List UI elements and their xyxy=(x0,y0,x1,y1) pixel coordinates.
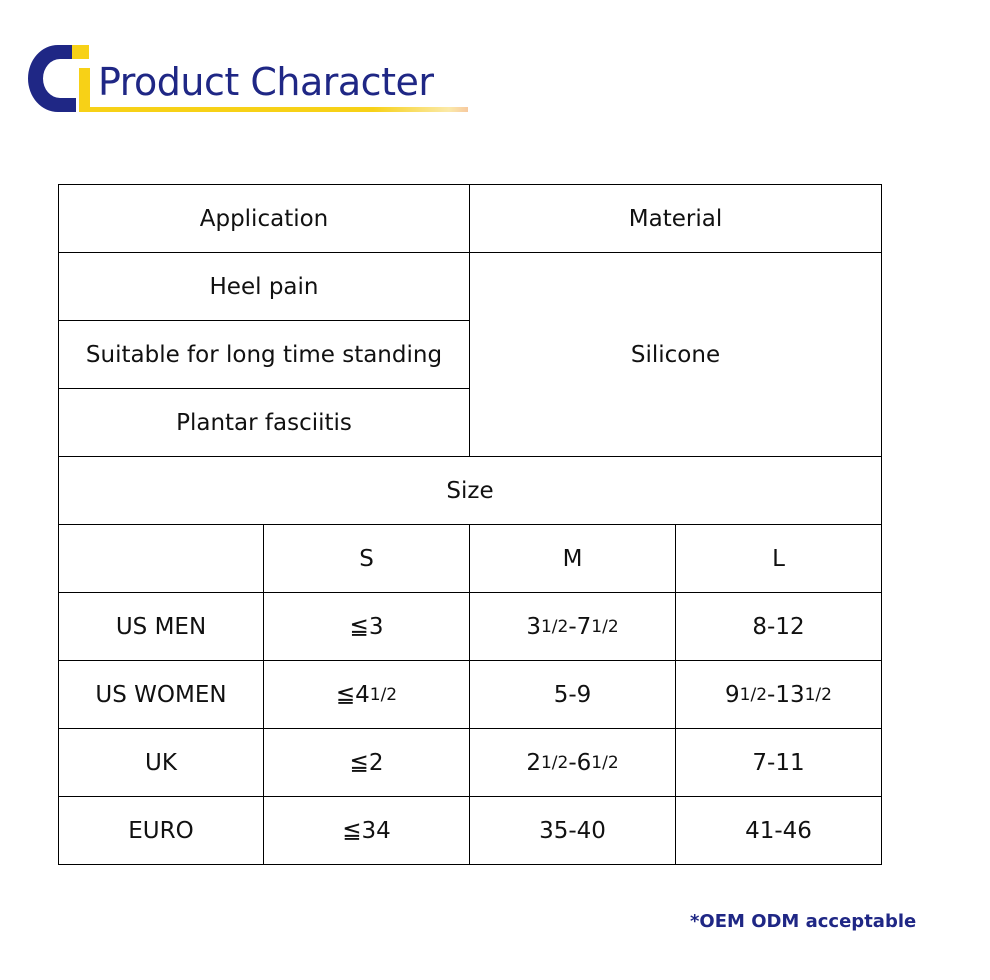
oem-note: *OEM ODM acceptable xyxy=(690,911,917,932)
material-header: Material xyxy=(470,185,882,253)
size-text: -13 xyxy=(767,681,805,708)
size-text: 2 xyxy=(526,749,541,776)
size-fraction: 1/2 xyxy=(540,616,569,637)
size-text: 5-9 xyxy=(553,681,592,708)
application-item: Heel pain xyxy=(59,253,470,321)
size-fraction: 1/2 xyxy=(591,616,619,637)
size-text: -7 xyxy=(568,613,592,640)
size-text: ≦4 xyxy=(335,681,370,708)
logo-c-shape xyxy=(28,45,76,112)
application-item: Suitable for long time standing xyxy=(59,321,470,389)
size-text: 41-46 xyxy=(745,817,812,844)
size-text: ≦2 xyxy=(349,749,384,776)
size-value-cell: 35-40 xyxy=(470,797,676,865)
size-value-cell: 9 1/2 -13 1/2 xyxy=(676,661,882,729)
size-value-cell: 3 1/2 -7 1/2 xyxy=(470,593,676,661)
size-row-label: US MEN xyxy=(59,593,264,661)
size-row-label: US WOMEN xyxy=(59,661,264,729)
size-value-cell: 7-11 xyxy=(676,729,882,797)
size-text: ≦34 xyxy=(342,817,391,844)
application-header: Application xyxy=(59,185,470,253)
size-value-cell: ≦4 1/2 xyxy=(264,661,470,729)
size-value-cell: ≦3 xyxy=(264,593,470,661)
size-column-header xyxy=(59,525,264,593)
size-column-header: L xyxy=(676,525,882,593)
size-text: 9 xyxy=(725,681,740,708)
size-text: 3 xyxy=(526,613,541,640)
size-text: 8-12 xyxy=(752,613,805,640)
material-value: Silicone xyxy=(470,253,882,457)
size-fraction: 1/2 xyxy=(369,684,398,705)
size-value-cell: ≦2 xyxy=(264,729,470,797)
size-row-label: UK xyxy=(59,729,264,797)
size-fraction: 1/2 xyxy=(591,752,619,773)
size-value-cell: 2 1/2 -6 1/2 xyxy=(470,729,676,797)
page-title: Product Character xyxy=(98,60,434,104)
product-table: Application Material Heel pain Suitable … xyxy=(58,184,882,865)
size-value-cell: ≦34 xyxy=(264,797,470,865)
size-value-cell: 5-9 xyxy=(470,661,676,729)
size-column-header: M xyxy=(470,525,676,593)
size-fraction: 1/2 xyxy=(739,684,768,705)
application-item: Plantar fasciitis xyxy=(59,389,470,457)
size-fraction: 1/2 xyxy=(540,752,569,773)
size-text: 7-11 xyxy=(752,749,805,776)
size-text: 35-40 xyxy=(539,817,606,844)
size-text: -6 xyxy=(568,749,592,776)
size-column-header: S xyxy=(264,525,470,593)
logo-square xyxy=(72,45,89,59)
size-fraction: 1/2 xyxy=(804,684,832,705)
size-row-label: EURO xyxy=(59,797,264,865)
title-underline xyxy=(88,107,468,112)
size-value-cell: 8-12 xyxy=(676,593,882,661)
logo-i-bar xyxy=(79,68,90,112)
size-value-cell: 41-46 xyxy=(676,797,882,865)
size-header: Size xyxy=(59,457,882,525)
size-text: ≦3 xyxy=(349,613,384,640)
